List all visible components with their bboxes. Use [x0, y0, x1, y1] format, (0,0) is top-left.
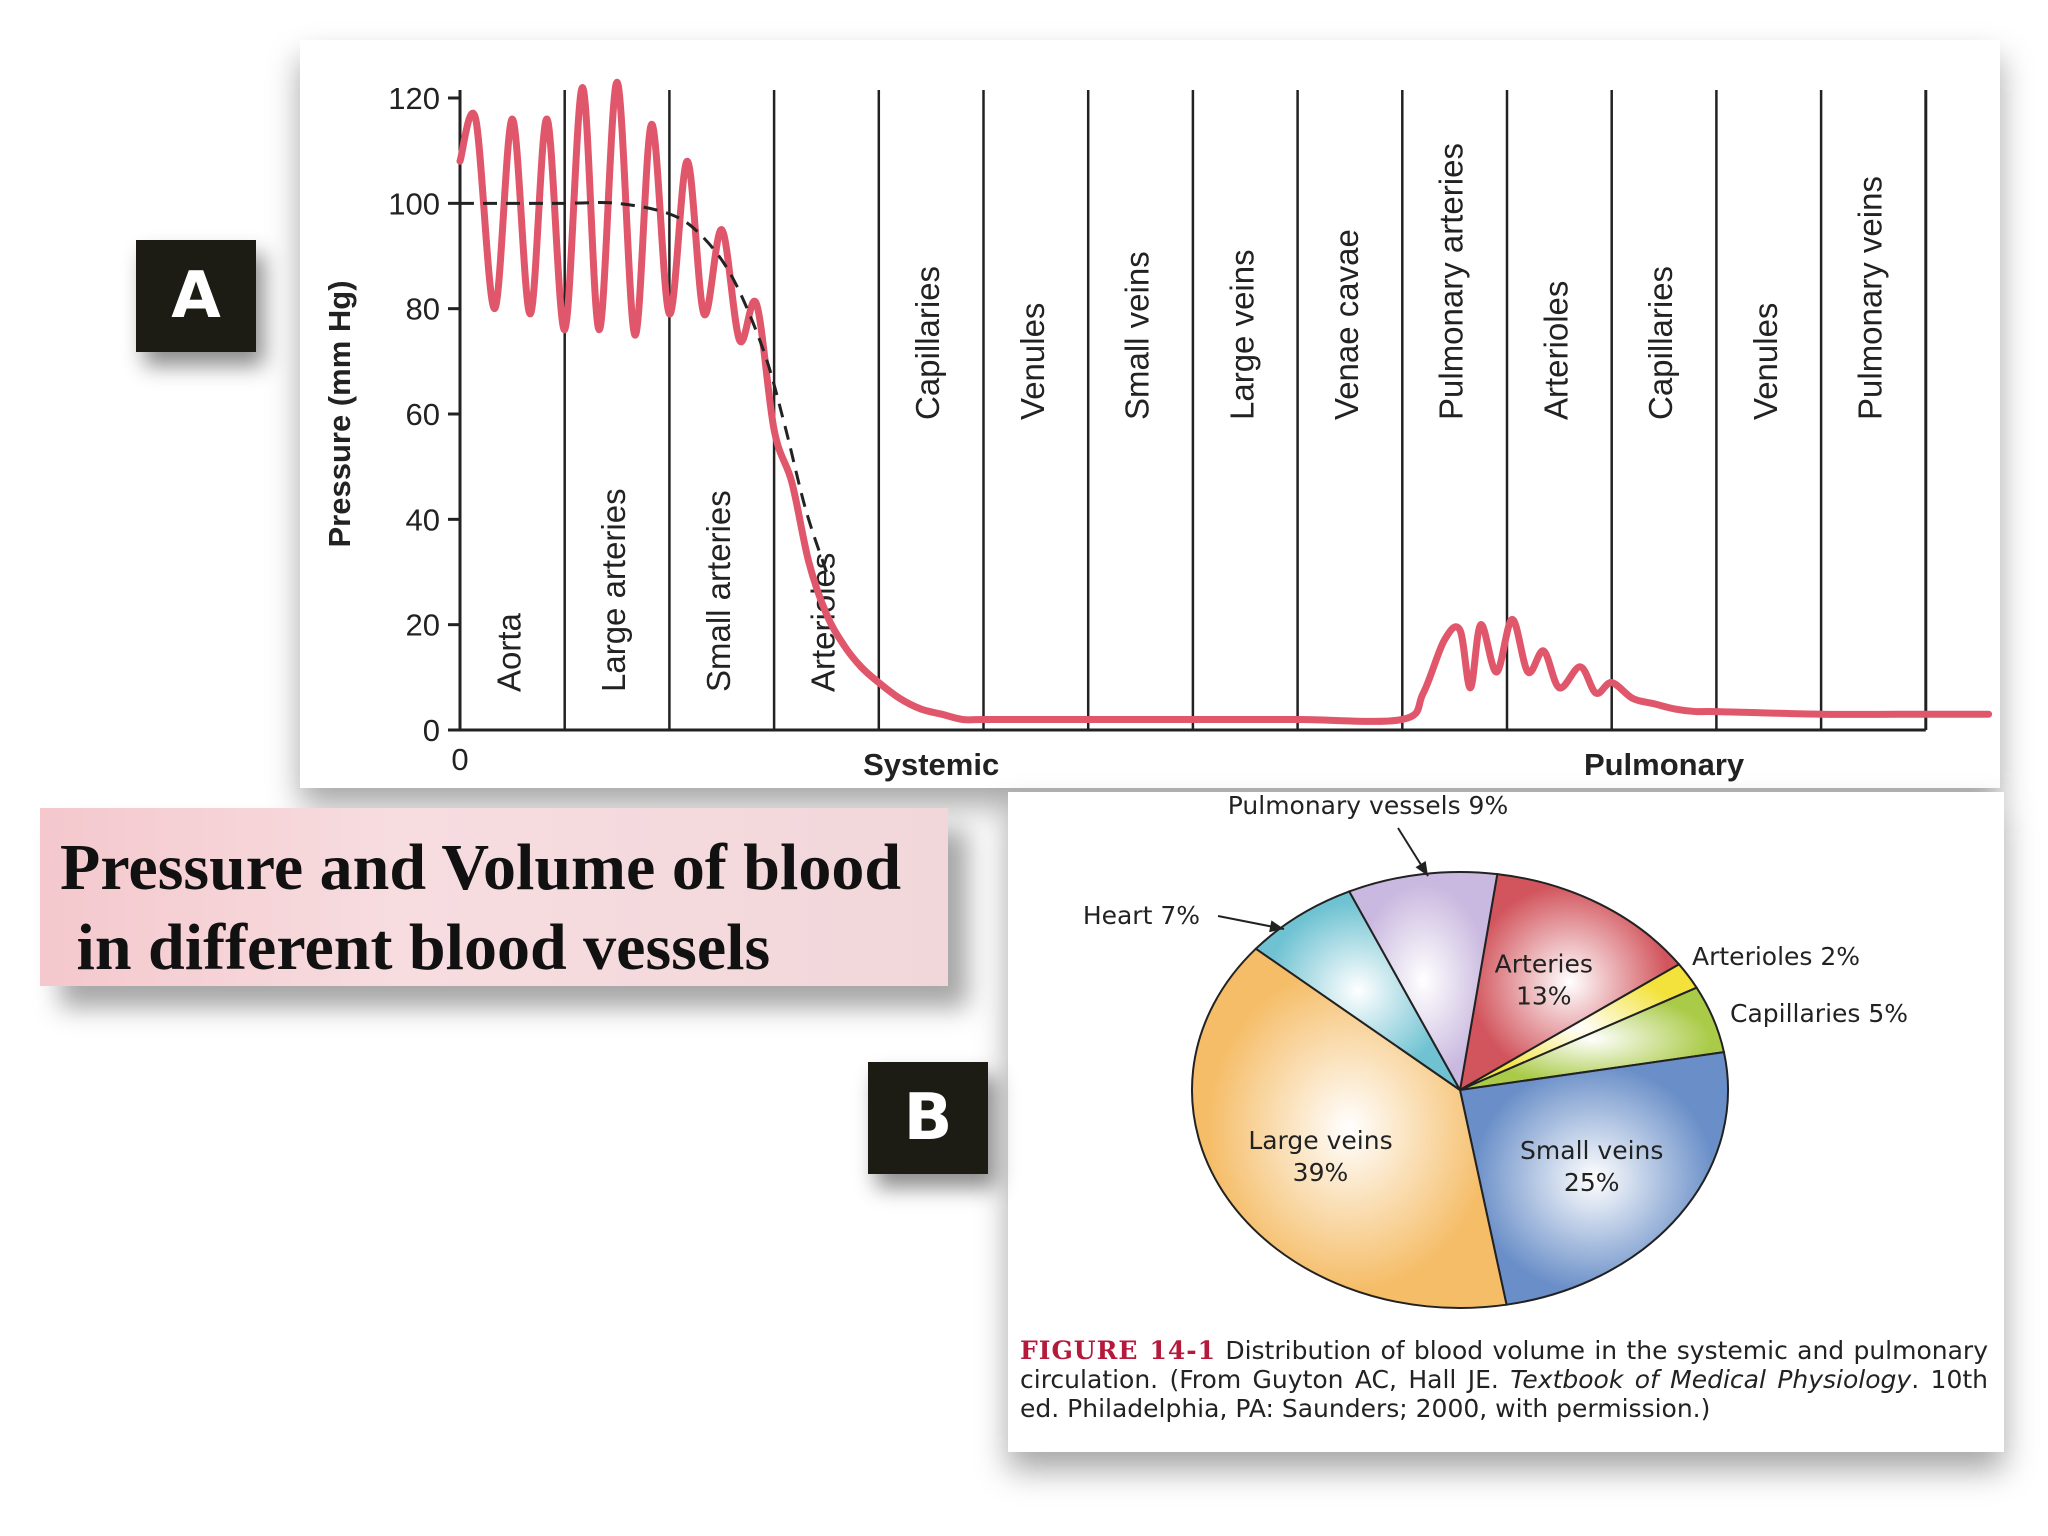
segment-label: Large veins	[1223, 249, 1260, 420]
slice-value-label: 25%	[1564, 1168, 1620, 1197]
y-tick-label: 120	[388, 81, 440, 116]
slice-callout-label: Pulmonary vessels 9%	[1228, 792, 1508, 820]
pressure-chart-panel: 0 20 40 60 80 100 120 Pressure (mm Hg) 0 Aorta Lar…	[300, 40, 2000, 788]
figure-caption: FIGURE 14-1 Distribution of blood volume…	[1020, 1336, 1988, 1423]
caption-book-title: Textbook of Medical Physiology	[1510, 1365, 1912, 1394]
circuit-label: Pulmonary	[1584, 747, 1745, 782]
panel-b-label: B	[868, 1062, 988, 1174]
page-title: Pressure and Volume of blood in differen…	[60, 831, 902, 984]
panel-a-label: A	[136, 240, 256, 352]
pie-slice-arteries	[1458, 873, 1681, 1092]
slice-value-label: 13%	[1516, 981, 1572, 1010]
segment-label: Arterioles	[1537, 281, 1574, 420]
slice-name-label: Large veins	[1248, 1126, 1392, 1155]
segment-label: Pulmonary veins	[1851, 176, 1888, 420]
pie-slice-small-veins	[1458, 1051, 1729, 1306]
slice-name-label: Small veins	[1520, 1136, 1663, 1165]
segment-label: Capillaries	[1642, 266, 1679, 420]
x-origin-label: 0	[451, 742, 468, 777]
title-banner: Pressure and Volume of blood in differen…	[40, 808, 948, 986]
y-axis-title: Pressure (mm Hg)	[322, 280, 357, 547]
pie-slice-pulmonary-vessels	[1347, 871, 1499, 1093]
segment-label: Venae cavae	[1328, 229, 1365, 420]
callout-arrowhead	[1269, 920, 1284, 933]
pressure-chart: 0 20 40 60 80 100 120 Pressure (mm Hg) 0 Aorta Lar…	[322, 78, 1993, 782]
slice-name-label: Arteries	[1495, 949, 1593, 978]
circuit-label: Systemic	[863, 747, 999, 782]
callout-arrowhead	[1415, 860, 1428, 876]
pie-slice-large-veins	[1191, 947, 1508, 1309]
pie-slice-heart	[1254, 890, 1461, 1091]
y-tick-label: 20	[406, 608, 440, 643]
y-tick-label: 80	[406, 292, 440, 327]
volume-pie-chart: Arteries 13% Small veins 25% Large veins 39% A…	[1083, 792, 1908, 1309]
segment-label: Small veins	[1119, 251, 1156, 420]
slice-callout-label: Heart 7%	[1083, 901, 1200, 930]
y-tick-label: 60	[406, 397, 440, 432]
y-tick-label: 0	[423, 713, 440, 748]
y-tick-label: 100	[388, 186, 440, 221]
slice-value-label: 39%	[1293, 1158, 1349, 1187]
y-tick-label: 40	[406, 502, 440, 537]
segment-label: Aorta	[490, 612, 527, 692]
segment-label: Large arteries	[595, 488, 632, 692]
caption-text: Distribution of blood volume in the syst…	[1020, 1336, 1988, 1394]
mean-pressure-dashed-line	[460, 201, 828, 573]
segment-label: Venules	[1014, 303, 1051, 420]
segment-label: Small arteries	[700, 490, 737, 692]
segment-label: Venules	[1747, 303, 1784, 420]
slice-callout-label: Arterioles 2%	[1692, 942, 1860, 971]
caption-figure-number: FIGURE 14-1	[1020, 1336, 1217, 1365]
pressure-pulse-line	[456, 78, 1993, 725]
segment-label: Capillaries	[909, 266, 946, 420]
caption-text-end: . 10th ed. Philadelphia, PA: Saunders; 2…	[1020, 1365, 1989, 1423]
slice-callout-label: Capillaries 5%	[1730, 999, 1908, 1028]
volume-chart-panel: Arteries 13% Small veins 25% Large veins 39% A…	[1008, 792, 2004, 1452]
segment-label: Pulmonary arteries	[1433, 143, 1470, 420]
